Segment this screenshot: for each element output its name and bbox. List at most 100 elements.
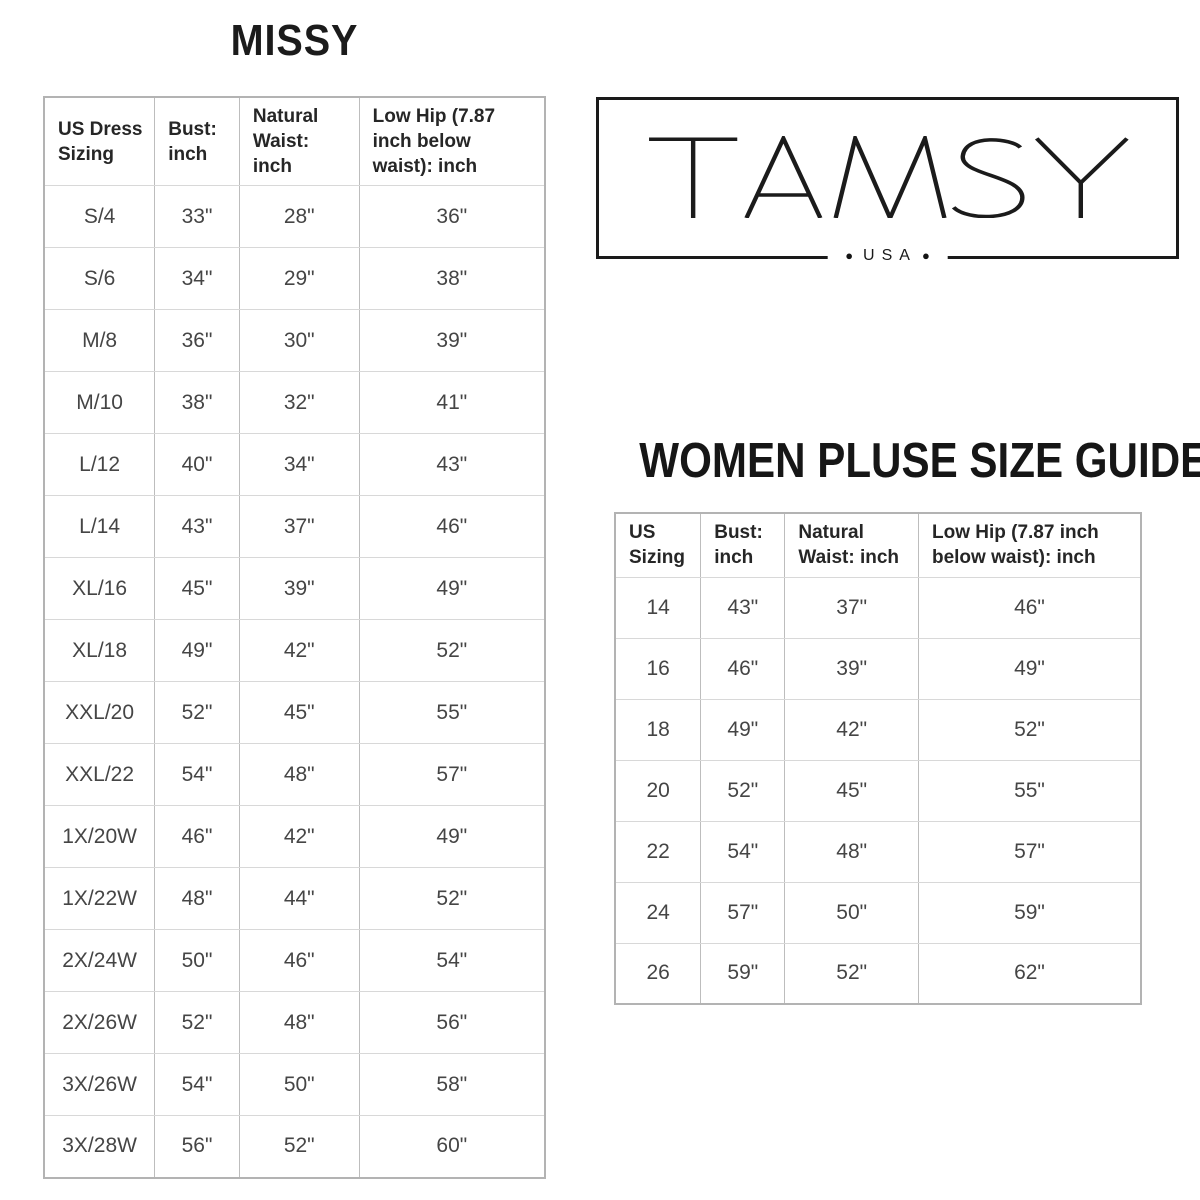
measurement-cell: 44" [238, 867, 360, 931]
size-cell: S/4 [43, 185, 156, 249]
tamsy-logo: ● USA ● [596, 97, 1179, 266]
measurement-cell: 39" [358, 309, 546, 373]
size-cell: 3X/28W [43, 1115, 156, 1179]
measurement-cell: 42" [784, 698, 919, 761]
measurement-cell: 42" [238, 805, 360, 869]
measurement-cell: 46" [358, 495, 546, 559]
table-row: 20 52" 45" 55" [614, 759, 1142, 822]
table-row: 2X/24W 50" 46" 54" [43, 929, 546, 993]
size-cell: XL/18 [43, 619, 156, 683]
size-cell: 2X/26W [43, 991, 156, 1055]
measurement-cell: 28" [238, 185, 360, 249]
header-row: US Dress Sizing Bust: inch Natural Waist: … [43, 96, 546, 187]
measurement-cell: 32" [238, 371, 360, 435]
measurement-cell: 38" [154, 371, 240, 435]
missy-size-table: US Dress Sizing Bust: inch Natural Waist: … [43, 96, 546, 1179]
size-cell: 24 [614, 881, 702, 944]
size-cell: L/12 [43, 433, 156, 497]
size-cell: 1X/20W [43, 805, 156, 869]
measurement-cell: 52" [700, 759, 786, 822]
letter-S [951, 138, 1025, 218]
measurement-cell: 54" [358, 929, 546, 993]
size-cell: M/10 [43, 371, 156, 435]
table-row: 3X/28W 56" 52" 60" [43, 1115, 546, 1179]
table-row: 3X/26W 54" 50" 58" [43, 1053, 546, 1117]
table-row: 18 49" 42" 52" [614, 698, 1142, 761]
size-cell: 20 [614, 759, 702, 822]
measurement-cell: 36" [358, 185, 546, 249]
letter-M [833, 136, 947, 218]
measurement-cell: 36" [154, 309, 240, 373]
measurement-cell: 46" [238, 929, 360, 993]
measurement-cell: 38" [358, 247, 546, 311]
measurement-cell: 58" [358, 1053, 546, 1117]
measurement-cell: 49" [154, 619, 240, 683]
measurement-cell: 48" [784, 820, 919, 883]
table-row: M/8 36" 30" 39" [43, 309, 546, 373]
measurement-cell: 50" [238, 1053, 360, 1117]
measurement-cell: 42" [238, 619, 360, 683]
measurement-cell: 49" [700, 698, 786, 761]
plus-size-table: US Sizing Bust: inch Natural Waist: inch Lo… [614, 512, 1142, 1005]
size-cell: 2X/24W [43, 929, 156, 993]
size-cell: S/6 [43, 247, 156, 311]
missy-title: MISSY [230, 16, 359, 65]
table-row: XL/18 49" 42" 52" [43, 619, 546, 683]
table-row: XXL/20 52" 45" 55" [43, 681, 546, 745]
measurement-cell: 60" [358, 1115, 546, 1179]
table-row: S/6 34" 29" 38" [43, 247, 546, 311]
measurement-cell: 30" [238, 309, 360, 373]
measurement-cell: 37" [784, 576, 919, 639]
table-row: 24 57" 50" 59" [614, 881, 1142, 944]
measurement-cell: 45" [238, 681, 360, 745]
letter-A [743, 136, 822, 218]
measurement-cell: 52" [917, 698, 1142, 761]
letter-T [648, 137, 737, 218]
logo-country-text: USA [863, 247, 917, 264]
measurement-cell: 45" [154, 557, 240, 621]
measurement-cell: 56" [154, 1115, 240, 1179]
logo-dot-right: ● [921, 248, 930, 263]
size-cell: M/8 [43, 309, 156, 373]
table-row: L/14 43" 37" 46" [43, 495, 546, 559]
measurement-cell: 43" [358, 433, 546, 497]
measurement-cell: 49" [358, 557, 546, 621]
column-header: Low Hip (7.87 inch below waist): inch [358, 96, 546, 187]
column-header: Bust: inch [154, 96, 240, 187]
measurement-cell: 55" [917, 759, 1142, 822]
header-row: US Sizing Bust: inch Natural Waist: inch Lo… [614, 512, 1142, 578]
column-header: Natural Waist: inch [784, 512, 919, 578]
measurement-cell: 41" [358, 371, 546, 435]
size-cell: 3X/26W [43, 1053, 156, 1117]
table-row: 16 46" 39" 49" [614, 637, 1142, 700]
measurement-cell: 48" [238, 991, 360, 1055]
table-row: 22 54" 48" 57" [614, 820, 1142, 883]
measurement-cell: 49" [917, 637, 1142, 700]
measurement-cell: 34" [154, 247, 240, 311]
measurement-cell: 34" [238, 433, 360, 497]
measurement-cell: 52" [238, 1115, 360, 1179]
measurement-cell: 57" [358, 743, 546, 807]
size-cell: 1X/22W [43, 867, 156, 931]
measurement-cell: 52" [358, 867, 546, 931]
size-cell: 18 [614, 698, 702, 761]
measurement-cell: 52" [784, 942, 919, 1005]
measurement-cell: 43" [154, 495, 240, 559]
measurement-cell: 29" [238, 247, 360, 311]
measurement-cell: 46" [700, 637, 786, 700]
table-row: 2X/26W 52" 48" 56" [43, 991, 546, 1055]
measurement-cell: 54" [154, 1053, 240, 1117]
measurement-cell: 52" [154, 681, 240, 745]
measurement-cell: 46" [917, 576, 1142, 639]
measurement-cell: 39" [784, 637, 919, 700]
measurement-cell: 62" [917, 942, 1142, 1005]
column-header: Low Hip (7.87 inch below waist): inch [917, 512, 1142, 578]
tamsy-logotype [648, 136, 1129, 218]
measurement-cell: 49" [358, 805, 546, 869]
logo-usa-label: ● USA ● [827, 246, 948, 266]
size-cell: 26 [614, 942, 702, 1005]
size-cell: XL/16 [43, 557, 156, 621]
size-cell: 22 [614, 820, 702, 883]
table-row: L/12 40" 34" 43" [43, 433, 546, 497]
measurement-cell: 50" [154, 929, 240, 993]
